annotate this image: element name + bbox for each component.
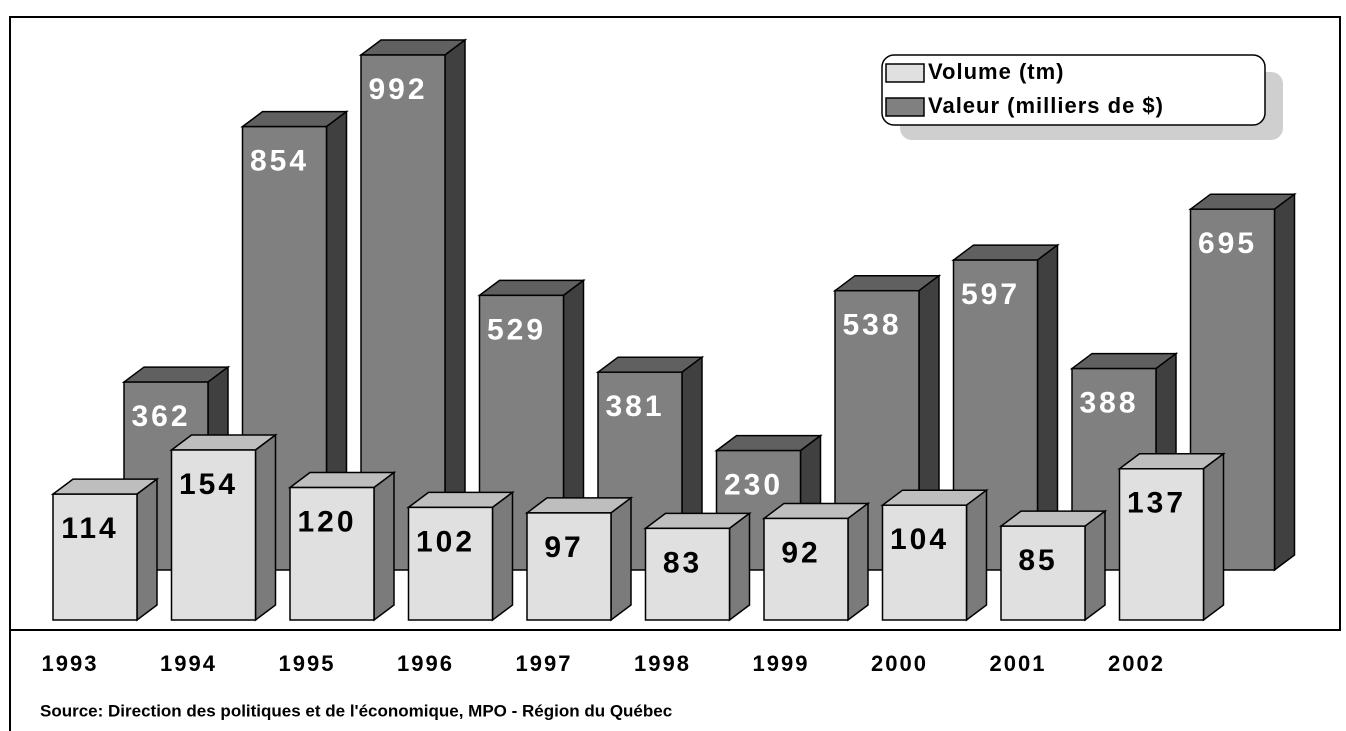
- data-label: 102: [416, 525, 475, 558]
- data-label: 388: [1079, 386, 1138, 419]
- chart-frame: [9, 16, 1341, 631]
- bar-side: [965, 488, 988, 622]
- bar: [881, 504, 968, 621]
- data-label: 362: [131, 400, 190, 433]
- x-tick-label: 2001: [990, 651, 1047, 676]
- legend-swatch: [885, 63, 925, 83]
- bar: [644, 527, 731, 621]
- plot: 362 854 992 529 381 230 538 597 388 695 114 154 120 1…: [50, 38, 1297, 622]
- bar: [1118, 468, 1205, 621]
- bar-side: [610, 496, 632, 622]
- data-label: 104: [890, 523, 949, 556]
- bar: [289, 486, 375, 621]
- data-label: 854: [250, 145, 309, 178]
- bar-side: [136, 477, 158, 622]
- x-tick-label: 1995: [279, 651, 336, 676]
- data-label: 120: [297, 505, 356, 538]
- data-label: 154: [179, 468, 238, 501]
- data-label: 114: [61, 512, 118, 545]
- legend-label: Volume (tm): [928, 59, 1064, 84]
- bar-side: [491, 490, 514, 622]
- x-tick-label: 2002: [1108, 651, 1165, 676]
- x-tick-label: 1997: [516, 651, 573, 676]
- data-label: 85: [1018, 544, 1057, 577]
- data-label: 695: [1198, 227, 1257, 260]
- legend-label: Valeur (milliers de $): [928, 93, 1164, 118]
- bar-side: [1273, 192, 1296, 572]
- data-label: 97: [544, 531, 583, 564]
- data-label: 538: [842, 309, 901, 342]
- x-tick-label: 1999: [753, 651, 810, 676]
- bar: [170, 449, 257, 621]
- bar-side: [373, 471, 395, 622]
- bar: [1000, 525, 1086, 621]
- legend-swatch: [885, 97, 925, 117]
- bar-side: [1202, 452, 1225, 622]
- x-tick-label: 2000: [871, 651, 928, 676]
- data-label: 992: [368, 73, 427, 106]
- legend: Volume (tm) Valeur (milliers de $): [881, 54, 1283, 140]
- source-note: Source: Direction des politiques et de l…: [40, 701, 672, 720]
- bar-side: [728, 511, 751, 622]
- data-label: 230: [724, 469, 783, 502]
- bar-side: [444, 38, 466, 572]
- data-label: 597: [961, 278, 1020, 311]
- data-label: 529: [487, 313, 546, 346]
- bar: [407, 506, 494, 621]
- data-label: 83: [663, 546, 702, 579]
- bar-side: [847, 501, 869, 622]
- bar: [526, 512, 612, 621]
- legend-box: [881, 54, 1266, 126]
- bar: [52, 493, 138, 621]
- bar: [763, 517, 849, 621]
- x-tick-label: 1998: [634, 651, 691, 676]
- x-tick-label: 1996: [397, 651, 454, 676]
- x-tick-label: 1994: [160, 651, 217, 676]
- data-label: 381: [605, 390, 664, 423]
- bar-side: [254, 433, 277, 622]
- data-label: 92: [781, 536, 820, 569]
- x-tick-label: 1993: [42, 651, 99, 676]
- data-label: 137: [1127, 487, 1186, 520]
- bar-side: [1084, 509, 1106, 622]
